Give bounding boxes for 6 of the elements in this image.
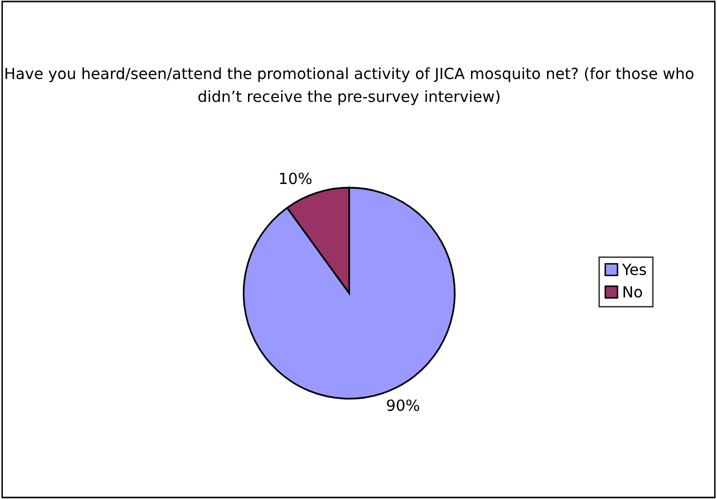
- chart-title: Have you heard/seen/attend the promotional activity of JICA mosquito net? (for those who didn’t receive the pre-survey interview): [6, 67, 694, 106]
- data-label: 10%: [280, 172, 312, 184]
- pie-slice: [242, 186, 456, 400]
- legend-label: No: [624, 286, 642, 298]
- data-label: 90%: [386, 399, 420, 412]
- legend-label: Yes: [622, 264, 646, 276]
